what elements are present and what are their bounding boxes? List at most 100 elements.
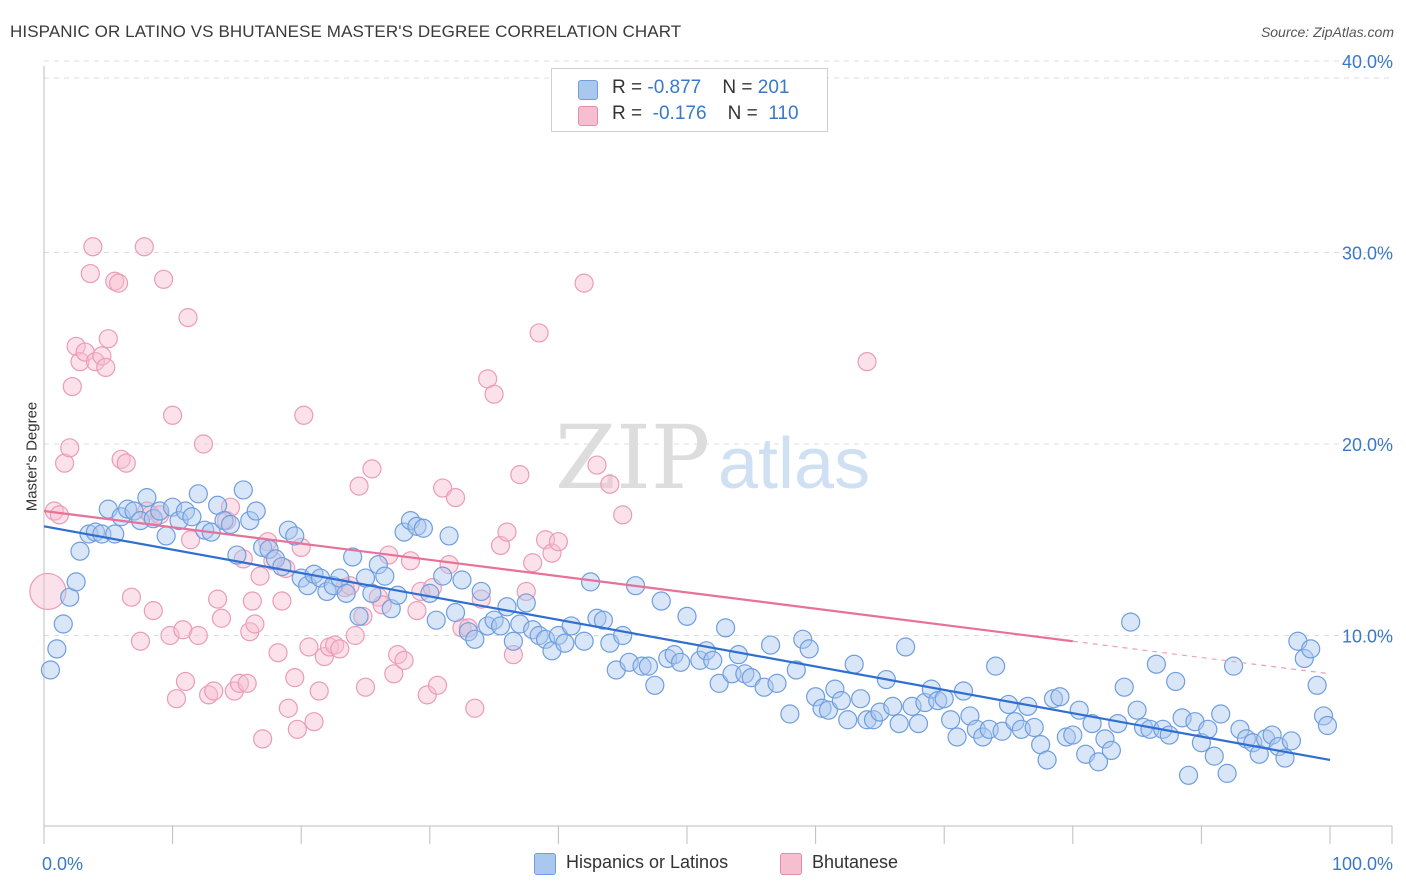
bhutanese-point (417, 685, 437, 705)
hispanic-point (156, 526, 176, 546)
hispanic-point (818, 700, 839, 720)
bhutanese-point (613, 505, 633, 525)
watermark: ZIP atlas (555, 406, 870, 509)
bhutanese-points (29, 237, 877, 749)
bhutanese-legend-swatch (780, 853, 802, 875)
bhutanese-point (92, 346, 112, 366)
bhutanese-point (465, 698, 485, 718)
hispanic-point (844, 654, 864, 674)
hispanic-point (343, 547, 363, 567)
hispanic-point (169, 510, 189, 531)
bhutanese-point (229, 673, 250, 693)
bhutanese-point (349, 476, 369, 496)
bhutanese-swatch (578, 106, 598, 126)
hispanic-point (70, 541, 90, 561)
hispanic-point (863, 710, 884, 730)
watermark-zip: ZIP (555, 406, 710, 509)
y-tick-label: 10.0% (1342, 627, 1393, 647)
hispanic-point (452, 570, 472, 590)
hispanic-point (150, 501, 170, 521)
hispanic-point (593, 610, 614, 630)
bhutanese-point (83, 237, 103, 257)
axes (43, 66, 1393, 844)
bhutanese-point (304, 712, 324, 732)
hispanic-point (471, 581, 491, 602)
hispanic-point (1114, 677, 1134, 697)
hispanic-point (535, 629, 556, 649)
hispanic-trend-line (43, 525, 1331, 762)
bhutanese-point (143, 601, 163, 621)
hispanic-point (941, 710, 961, 730)
bhutanese-point (523, 553, 543, 573)
hispanic-point (1050, 687, 1070, 707)
hispanic-point (458, 622, 478, 642)
hispanic-point (1301, 639, 1321, 659)
watermark-atlas: atlas (718, 424, 870, 504)
hispanic-point (1121, 612, 1141, 632)
hispanic-point (47, 639, 67, 659)
bhutanese-point (278, 698, 298, 718)
hispanic-point (240, 510, 260, 531)
y-tick-label: 40.0% (1342, 52, 1393, 72)
bhutanese-point (400, 551, 421, 571)
bhutanese-point (574, 273, 594, 293)
hispanic-point (137, 488, 157, 508)
correlation-legend: R = -0.877 N = 201 R = -0.176 N = 110 (551, 68, 828, 132)
bhutanese-point (175, 671, 196, 692)
n-label: N = (727, 103, 764, 124)
hispanic-point (1024, 717, 1044, 738)
bhutanese-point (199, 685, 219, 705)
hispanic-point (233, 480, 253, 500)
hispanic-point (433, 566, 453, 586)
hispanic-point (677, 606, 697, 626)
hispanic-point (1281, 731, 1302, 751)
bhutanese-point (245, 614, 265, 634)
bhutanese-point (116, 453, 136, 473)
hispanic-point (445, 602, 466, 623)
hispanic-point (760, 635, 781, 655)
hispanic-point (555, 633, 575, 653)
bhutanese-trend-line (43, 509, 1073, 643)
hispanic-point (715, 618, 736, 638)
bhutanese-point (80, 263, 100, 284)
hispanic-point (793, 629, 813, 649)
hispanic-point (1166, 671, 1186, 692)
hispanic-point (1294, 648, 1314, 669)
hispanic-point (490, 616, 511, 636)
bhutanese-point (542, 543, 562, 563)
hispanic-point (1037, 750, 1057, 770)
trend-lines (43, 509, 1331, 762)
x-tick-label-end: 100.0% (1332, 854, 1393, 874)
r-label: R = (612, 103, 648, 124)
bhutanese-point (355, 677, 376, 697)
hispanic-point (1172, 708, 1192, 728)
bhutanese-point (325, 635, 345, 655)
hispanic-point (362, 583, 382, 603)
bhutanese-point (188, 625, 208, 646)
bhutanese-point (330, 639, 350, 659)
bhutanese-point (250, 566, 270, 586)
bhutanese-point (153, 269, 174, 289)
bhutanese-trend-extension (1072, 640, 1331, 675)
hispanic-point (1262, 725, 1282, 745)
hispanic-point (1230, 719, 1250, 739)
bhutanese-point (111, 449, 131, 469)
hispanic-point (619, 652, 639, 672)
hispanic-point (246, 501, 266, 521)
bhutanese-point (211, 608, 232, 628)
bhutanese-point (445, 488, 466, 508)
bhutanese-point (600, 474, 620, 494)
hispanic-point (805, 687, 826, 707)
hispanic-point (767, 673, 787, 693)
bhutanese-point (130, 631, 151, 651)
bhutanese-point (96, 357, 116, 377)
hispanic-point (1178, 765, 1199, 785)
hispanic-point (799, 639, 819, 659)
bhutanese-point (134, 237, 154, 257)
bhutanese-point (439, 555, 459, 575)
bhutanese-point (309, 681, 329, 701)
hispanic-point (786, 660, 806, 680)
hispanic-point (1204, 746, 1224, 766)
hispanic-point (902, 696, 922, 716)
x-tick-label-start: 0.0% (42, 854, 83, 874)
